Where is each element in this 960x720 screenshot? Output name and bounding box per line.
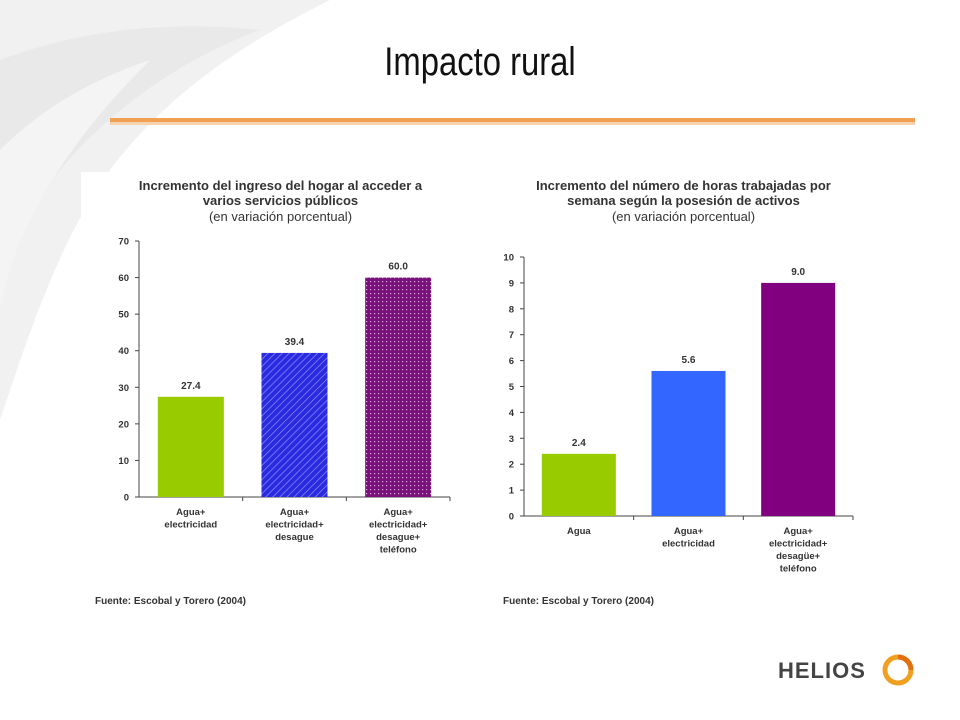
y-tick-label: 9 xyxy=(509,278,514,289)
chart-title-line-2: varios servicios públicos xyxy=(202,193,359,208)
bar-value-label: 60.0 xyxy=(388,262,408,273)
category-label: electricidad+ xyxy=(769,539,828,550)
category-label: teléfono xyxy=(780,564,817,575)
category-label: Agua+ xyxy=(280,507,310,518)
y-tick-label: 8 xyxy=(509,304,514,315)
y-tick-label: 20 xyxy=(118,419,129,430)
y-tick-label: 50 xyxy=(118,310,129,321)
bar xyxy=(541,453,616,516)
y-tick-label: 0 xyxy=(509,512,514,523)
y-tick-label: 2 xyxy=(509,460,514,471)
helios-sun-icon xyxy=(882,654,914,686)
y-tick-label: 4 xyxy=(509,408,515,419)
bar-value-label: 5.6 xyxy=(682,355,696,366)
bar-value-label: 2.4 xyxy=(572,438,586,449)
bar xyxy=(365,277,432,497)
chart-source: Fuente: Escobal y Torero (2004) xyxy=(95,596,246,607)
y-tick-label: 3 xyxy=(509,434,514,445)
page-title: Impacto rural xyxy=(384,40,576,84)
chart-title-line-2: semana según la posesión de activos xyxy=(567,193,800,208)
title-underline-shadow xyxy=(110,122,915,125)
bar xyxy=(261,352,328,497)
chart-panel-income: Incremento del ingreso del hogar al acce… xyxy=(81,172,480,610)
bar-value-label: 9.0 xyxy=(791,267,805,278)
category-label: electricidad+ xyxy=(265,520,324,531)
category-label: electricidad xyxy=(164,520,217,531)
bar-value-label: 27.4 xyxy=(181,381,201,392)
category-label: Agua+ xyxy=(784,526,814,537)
category-label: Agua xyxy=(567,526,591,537)
y-tick-label: 7 xyxy=(509,330,514,341)
helios-logo: HELIOS xyxy=(778,648,918,694)
y-tick-label: 10 xyxy=(503,253,514,264)
chart-source: Fuente: Escobal y Torero (2004) xyxy=(503,596,654,607)
y-tick-label: 5 xyxy=(509,382,515,393)
chart-subtitle: (en variación porcentual) xyxy=(611,209,756,224)
category-label: Agua+ xyxy=(674,526,704,537)
bar xyxy=(157,396,224,497)
chart-title-line-1: Incremento del número de horas trabajada… xyxy=(536,178,831,193)
bar-value-label: 39.4 xyxy=(285,337,305,348)
y-tick-label: 30 xyxy=(118,383,129,394)
chart-income: 0 10 20 30 40 50 60 70 27.4 Agua+ electricidad 39.4… xyxy=(118,237,451,556)
category-label: desague+ xyxy=(376,532,421,543)
category-label: Agua+ xyxy=(176,507,206,518)
title-underline xyxy=(110,118,915,122)
category-label: electricidad xyxy=(662,539,715,550)
chart-subtitle: (en variación porcentual) xyxy=(208,209,353,224)
chart-panel-hours: Incremento del número de horas trabajada… xyxy=(489,172,878,610)
category-label: desagüe+ xyxy=(776,551,821,562)
category-label: electricidad+ xyxy=(369,520,428,531)
y-tick-label: 60 xyxy=(118,273,129,284)
y-tick-label: 1 xyxy=(509,486,515,497)
logo-text: HELIOS xyxy=(778,658,866,683)
category-label: Agua+ xyxy=(384,507,414,518)
y-tick-label: 6 xyxy=(509,356,514,367)
category-label: teléfono xyxy=(380,545,417,556)
chart-hours: 0 1 2 3 4 5 6 7 8 9 10 2.4 Agua 5.6 Agua+ electricidad 9… xyxy=(503,253,854,575)
y-tick-label: 40 xyxy=(118,346,129,357)
bar xyxy=(651,370,726,516)
y-tick-label: 10 xyxy=(118,456,129,467)
chart-title-line-1: Incremento del ingreso del hogar al acce… xyxy=(138,178,423,193)
y-tick-label: 0 xyxy=(124,493,129,504)
category-label: desague xyxy=(275,532,314,543)
y-tick-label: 70 xyxy=(118,237,129,248)
bar xyxy=(761,282,836,516)
